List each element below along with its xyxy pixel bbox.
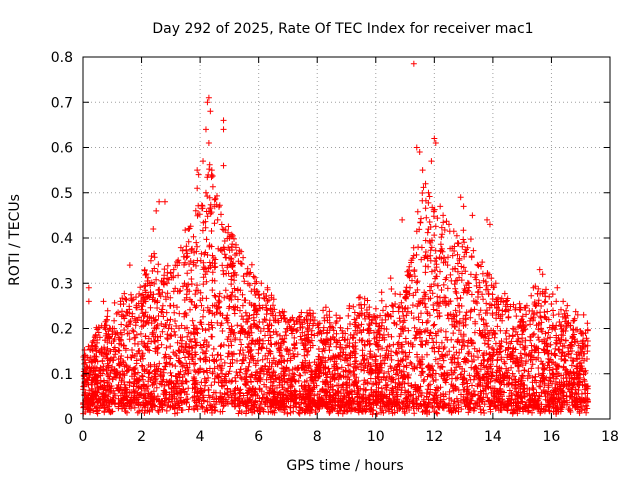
roti-peak-point [378, 289, 385, 296]
roti-peak-point [460, 203, 467, 210]
roti-peak-point [226, 235, 233, 241]
axis-ticks [82, 56, 611, 420]
roti-peak-point [205, 139, 212, 146]
y-axis-label: ROTI / TECUs [7, 194, 23, 286]
roti-peak-point [422, 180, 429, 187]
roti-peak-point [536, 266, 543, 273]
data-points [80, 60, 591, 418]
roti-peak-point [419, 167, 426, 174]
roti-peak-point [211, 203, 218, 210]
roti-peak-point [195, 171, 202, 178]
roti-peak-point [150, 225, 157, 232]
roti-peak-point [126, 262, 133, 269]
x-tick-label: 6 [254, 429, 263, 445]
roti-peak-point [238, 248, 245, 255]
roti-peak-point [428, 158, 435, 165]
roti-peak-point [539, 271, 546, 278]
roti-peak-point [469, 212, 476, 219]
roti-peak-point [205, 94, 212, 101]
roti-peak-point [202, 189, 209, 196]
roti-peak-point [100, 298, 107, 305]
x-axis-label: GPS time / hours [286, 458, 403, 474]
roti-peak-point [208, 167, 215, 174]
roti-peak-point [264, 284, 271, 291]
y-tick-label: 0.8 [51, 50, 73, 66]
roti-peak-point [153, 207, 160, 214]
x-tick-label: 0 [79, 429, 88, 445]
x-tick-label: 16 [543, 429, 561, 445]
roti-peak-point [437, 203, 444, 210]
roti-peak-point [560, 298, 567, 305]
roti-peak-point [410, 60, 417, 67]
roti-peak-point [416, 149, 423, 156]
roti-peak-point [185, 225, 192, 232]
y-tick-label: 0.4 [51, 231, 73, 247]
roti-peak-point [200, 158, 207, 165]
roti-peak-point [580, 311, 587, 318]
roti-peak-point [486, 221, 493, 228]
roti-peak-point [432, 139, 439, 146]
roti-peak-point [194, 167, 201, 174]
x-tick-label: 4 [196, 429, 205, 445]
roti-peak-point [207, 108, 214, 115]
y-tick-label: 0 [64, 412, 73, 428]
roti-peak-point [445, 221, 452, 228]
roti-peak-point [457, 194, 464, 201]
roti-peak-point [346, 302, 353, 309]
roti-peak-point [194, 185, 201, 192]
y-tick-label: 0.1 [51, 367, 73, 383]
roti-peak-point [85, 284, 92, 291]
y-tick-label: 0.6 [51, 141, 73, 157]
roti-peak-point [85, 298, 92, 305]
roti-peak-point [431, 135, 438, 142]
roti-peak-point [413, 144, 420, 151]
roti-peak-point [214, 216, 221, 223]
x-tick-label: 12 [425, 429, 443, 445]
roti-peak-point [492, 280, 499, 287]
roti-peak-point [399, 216, 406, 223]
roti-point-cloud [80, 161, 591, 418]
y-tick-label: 0.2 [51, 322, 73, 338]
roti-peak-point [484, 216, 491, 223]
roti-peak-point [170, 266, 177, 273]
roti-peak-point [425, 189, 432, 196]
roti-peak-point [156, 198, 163, 205]
roti-peak-point [320, 307, 327, 314]
roti-peak-point [287, 316, 294, 323]
chart-title: Day 292 of 2025, Rate Of TEC Index for r… [152, 21, 533, 37]
x-tick-label: 10 [367, 429, 385, 445]
roti-peak-point [440, 212, 447, 219]
roti-peak-point [161, 198, 168, 205]
x-tick-labels: 0 2 4 6 8 10 12 14 16 18 [79, 429, 619, 445]
y-tick-label: 0.3 [51, 276, 73, 292]
roti-peak-point [204, 99, 211, 106]
y-tick-labels: 0 0.1 0.2 0.3 0.4 0.5 0.6 0.7 0.8 [51, 50, 73, 428]
roti-peak-point [220, 126, 227, 133]
roti-peak-point [202, 126, 209, 133]
roti-peak-point [554, 284, 561, 291]
y-tick-label: 0.5 [51, 186, 73, 202]
roti-peak-point [220, 162, 227, 169]
y-tick-label: 0.7 [51, 95, 73, 111]
x-tick-label: 14 [484, 429, 502, 445]
roti-peak-point [574, 311, 581, 318]
roti-peak-point [220, 117, 227, 124]
x-tick-label: 2 [137, 429, 146, 445]
x-tick-label: 8 [313, 429, 322, 445]
x-tick-label: 18 [601, 429, 619, 445]
